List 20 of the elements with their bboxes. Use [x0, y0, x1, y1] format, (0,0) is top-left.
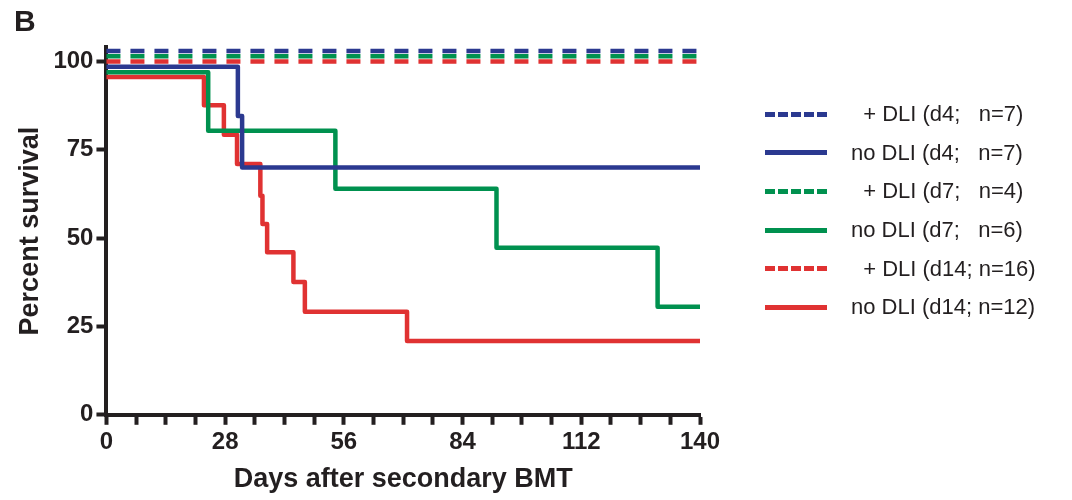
- x-tick-label: 84: [449, 426, 477, 454]
- x-tick-label: 28: [211, 426, 239, 454]
- y-tick-label: 75: [66, 134, 94, 162]
- y-tick-label: 100: [53, 46, 94, 74]
- y-tick-label: 50: [66, 222, 94, 250]
- legend-label: no DLI (d7; n=6): [851, 217, 1023, 244]
- legend-label: no DLI (d4; n=7): [851, 139, 1023, 166]
- x-tick-label: 56: [330, 426, 358, 454]
- y-tick-label: 0: [80, 399, 94, 427]
- x-tick-label: 0: [99, 426, 114, 454]
- y-tick-label: 25: [66, 311, 94, 339]
- legend-label: no DLI (d14; n=12): [851, 294, 1036, 321]
- x-tick-label: 112: [561, 426, 601, 454]
- y-axis-title: Percent survival: [13, 126, 44, 336]
- legend-label: + DLI (d14; n=16): [862, 255, 1036, 282]
- legend-label: + DLI (d4; n=7): [862, 101, 1024, 128]
- legend-label: + DLI (d7; n=4): [862, 178, 1024, 205]
- x-tick-label: 140: [679, 426, 721, 454]
- x-axis-title: Days after secondary BMT: [233, 463, 574, 494]
- chart-title: B: [14, 4, 36, 38]
